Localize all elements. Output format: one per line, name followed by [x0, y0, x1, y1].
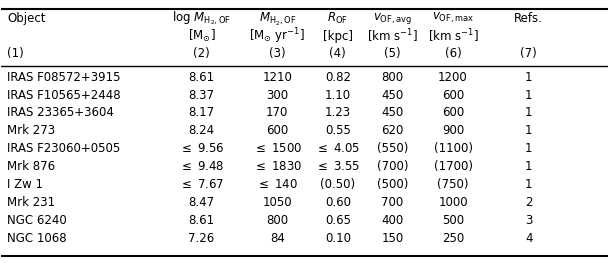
- Text: [km s$^{-1}$]: [km s$^{-1}$]: [367, 27, 418, 45]
- Text: 600: 600: [442, 89, 464, 102]
- Text: 1.10: 1.10: [325, 89, 351, 102]
- Text: 1.23: 1.23: [325, 107, 351, 119]
- Text: $R_{\mathrm{OF}}$: $R_{\mathrm{OF}}$: [328, 11, 348, 26]
- Text: (5): (5): [384, 48, 401, 60]
- Text: 0.55: 0.55: [325, 124, 351, 137]
- Text: IRAS F23060+0505: IRAS F23060+0505: [7, 142, 121, 155]
- Text: $\dot{M}_{\mathrm{H_2,OF}}$: $\dot{M}_{\mathrm{H_2,OF}}$: [259, 8, 296, 28]
- Text: (0.50): (0.50): [320, 178, 356, 191]
- Text: $\leq$ 7.67: $\leq$ 7.67: [179, 178, 224, 191]
- Text: 300: 300: [266, 89, 288, 102]
- Text: log $M_{\mathrm{H_2,OF}}$: log $M_{\mathrm{H_2,OF}}$: [172, 9, 231, 27]
- Text: [km s$^{-1}$]: [km s$^{-1}$]: [428, 27, 479, 45]
- Text: 3: 3: [525, 214, 532, 227]
- Text: 250: 250: [442, 232, 464, 245]
- Text: 900: 900: [442, 124, 464, 137]
- Text: 1: 1: [525, 160, 532, 173]
- Text: 1: 1: [525, 178, 532, 191]
- Text: 0.65: 0.65: [325, 214, 351, 227]
- Text: Mrk 876: Mrk 876: [7, 160, 55, 173]
- Text: 700: 700: [381, 196, 404, 209]
- Text: 7.26: 7.26: [188, 232, 214, 245]
- Text: 8.61: 8.61: [188, 70, 214, 84]
- Text: Mrk 273: Mrk 273: [7, 124, 55, 137]
- Text: 1000: 1000: [438, 196, 468, 209]
- Text: (6): (6): [445, 48, 462, 60]
- Text: (3): (3): [269, 48, 286, 60]
- Text: [M$_{\odot}$]: [M$_{\odot}$]: [188, 28, 216, 44]
- Text: 1: 1: [525, 107, 532, 119]
- Text: $\leq$ 1500: $\leq$ 1500: [253, 142, 302, 155]
- Text: $\leq$ 9.56: $\leq$ 9.56: [178, 142, 224, 155]
- Text: (1100): (1100): [434, 142, 473, 155]
- Text: $\leq$ 140: $\leq$ 140: [256, 178, 298, 191]
- Text: 500: 500: [442, 214, 464, 227]
- Text: 2: 2: [525, 196, 532, 209]
- Text: NGC 1068: NGC 1068: [7, 232, 67, 245]
- Text: 400: 400: [381, 214, 404, 227]
- Text: IRAS 23365+3604: IRAS 23365+3604: [7, 107, 114, 119]
- Text: $\leq$ 1830: $\leq$ 1830: [253, 160, 302, 173]
- Text: (4): (4): [329, 48, 347, 60]
- Text: Mrk 231: Mrk 231: [7, 196, 55, 209]
- Text: 170: 170: [266, 107, 289, 119]
- Text: 0.10: 0.10: [325, 232, 351, 245]
- Text: (7): (7): [521, 48, 537, 60]
- Text: IRAS F10565+2448: IRAS F10565+2448: [7, 89, 121, 102]
- Text: [M$_{\odot}$ yr$^{-1}$]: [M$_{\odot}$ yr$^{-1}$]: [249, 26, 305, 46]
- Text: $v_{\mathrm{OF,max}}$: $v_{\mathrm{OF,max}}$: [432, 11, 474, 25]
- Text: $\leq$ 4.05: $\leq$ 4.05: [315, 142, 361, 155]
- Text: I Zw 1: I Zw 1: [7, 178, 43, 191]
- Text: 800: 800: [381, 70, 404, 84]
- Text: (750): (750): [437, 178, 469, 191]
- Text: 84: 84: [270, 232, 284, 245]
- Text: NGC 6240: NGC 6240: [7, 214, 67, 227]
- Text: (550): (550): [377, 142, 408, 155]
- Text: 1: 1: [525, 142, 532, 155]
- Text: 8.17: 8.17: [188, 107, 214, 119]
- Text: 0.60: 0.60: [325, 196, 351, 209]
- Text: 800: 800: [266, 214, 288, 227]
- Text: 1: 1: [525, 89, 532, 102]
- Text: $\leq$ 9.48: $\leq$ 9.48: [178, 160, 224, 173]
- Text: 8.61: 8.61: [188, 214, 214, 227]
- Text: $\leq$ 3.55: $\leq$ 3.55: [315, 160, 361, 173]
- Text: (2): (2): [193, 48, 210, 60]
- Text: 8.47: 8.47: [188, 196, 214, 209]
- Text: (700): (700): [376, 160, 408, 173]
- Text: [kpc]: [kpc]: [323, 29, 353, 43]
- Text: Refs.: Refs.: [515, 12, 543, 25]
- Text: 1050: 1050: [262, 196, 292, 209]
- Text: 450: 450: [381, 89, 404, 102]
- Text: Object: Object: [7, 12, 46, 25]
- Text: 600: 600: [266, 124, 288, 137]
- Text: 8.37: 8.37: [188, 89, 214, 102]
- Text: 1210: 1210: [262, 70, 292, 84]
- Text: (1): (1): [7, 48, 24, 60]
- Text: 1200: 1200: [438, 70, 468, 84]
- Text: 620: 620: [381, 124, 404, 137]
- Text: 1: 1: [525, 70, 532, 84]
- Text: 600: 600: [442, 107, 464, 119]
- Text: 1: 1: [525, 124, 532, 137]
- Text: (500): (500): [377, 178, 408, 191]
- Text: $v_{\mathrm{OF,avg}}$: $v_{\mathrm{OF,avg}}$: [373, 11, 412, 26]
- Text: 8.24: 8.24: [188, 124, 214, 137]
- Text: (1700): (1700): [434, 160, 473, 173]
- Text: IRAS F08572+3915: IRAS F08572+3915: [7, 70, 121, 84]
- Text: 4: 4: [525, 232, 532, 245]
- Text: 450: 450: [381, 107, 404, 119]
- Text: 0.82: 0.82: [325, 70, 351, 84]
- Text: 150: 150: [381, 232, 404, 245]
